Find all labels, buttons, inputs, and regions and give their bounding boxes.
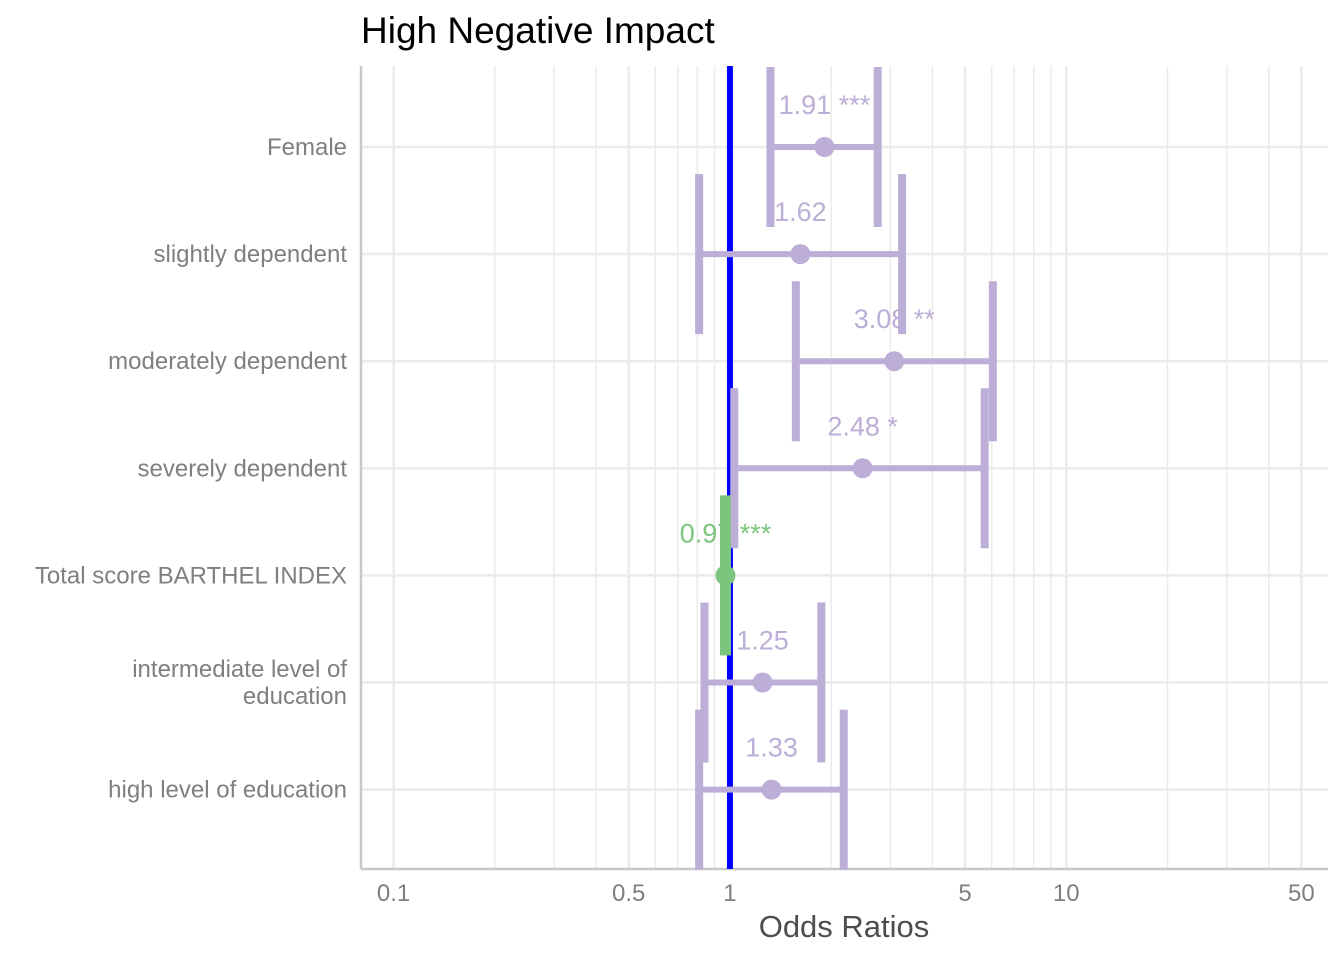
estimate-point [790, 244, 811, 265]
estimate-point [752, 672, 773, 693]
y-axis-label-line: slightly dependent [154, 241, 348, 268]
x-tick-label: 5 [958, 880, 971, 907]
term-marks-group: 1.25 [700, 602, 826, 763]
estimate-point [852, 458, 873, 479]
y-axis-label: slightly dependent [154, 241, 348, 268]
term-marks-group: 0.97 *** [680, 495, 772, 656]
estimate-point [761, 779, 782, 800]
chart-title: High Negative Impact [361, 10, 715, 51]
term-marks-group: 1.62 [695, 174, 907, 335]
estimate-point [715, 565, 736, 586]
y-axis-label: severely dependent [138, 455, 348, 482]
y-axis-label-line: intermediate level of [132, 656, 347, 683]
value-label: 1.25 [736, 626, 789, 656]
value-label: 0.97 *** [680, 518, 772, 548]
term-marks-group: 1.33 [695, 709, 848, 870]
x-tick-label: 10 [1053, 880, 1080, 907]
x-tick-label: 0.1 [377, 880, 410, 907]
value-label: 3.08 ** [854, 304, 936, 334]
y-axis-label-line: Total score BARTHEL INDEX [35, 562, 347, 589]
estimate-point [814, 137, 835, 157]
x-tick-label: 0.5 [612, 880, 645, 907]
y-axis-label: intermediate level of education [132, 656, 347, 710]
term-marks-group: 3.08 ** [791, 281, 997, 442]
data-marks: 1.91 *** 1.62 3.08 ** 2.48 * 0.97 *** 1.25 1.3… [680, 67, 997, 870]
y-axis-label: moderately dependent [108, 348, 347, 375]
value-label: 1.91 *** [779, 90, 871, 120]
x-tick-label: 50 [1288, 880, 1315, 907]
y-axis-label: Total score BARTHEL INDEX [35, 562, 347, 589]
value-label: 1.33 [745, 733, 798, 763]
x-axis-label: Odds Ratios [759, 909, 930, 944]
estimate-point [884, 351, 905, 372]
x-axis-tick-labels: 0.1 0.5 1 5 10 50 [377, 880, 1315, 907]
term-marks-group: 1.91 *** [766, 67, 882, 227]
y-axis-label-line: education [243, 683, 347, 710]
term-marks-group: 2.48 * [730, 388, 989, 549]
y-axis-label-line: severely dependent [138, 455, 348, 482]
y-axis-label: high level of education [108, 777, 347, 804]
y-axis-label-line: high level of education [108, 777, 347, 804]
x-tick-label: 1 [723, 880, 736, 907]
y-axis-label: Female [267, 134, 347, 161]
value-label: 1.62 [774, 197, 827, 227]
y-axis-label-line: Female [267, 134, 347, 161]
value-label: 2.48 * [827, 411, 898, 441]
y-axis-label-line: moderately dependent [108, 348, 347, 375]
y-axis-labels: Female slightly dependent moderately depen… [35, 134, 347, 804]
